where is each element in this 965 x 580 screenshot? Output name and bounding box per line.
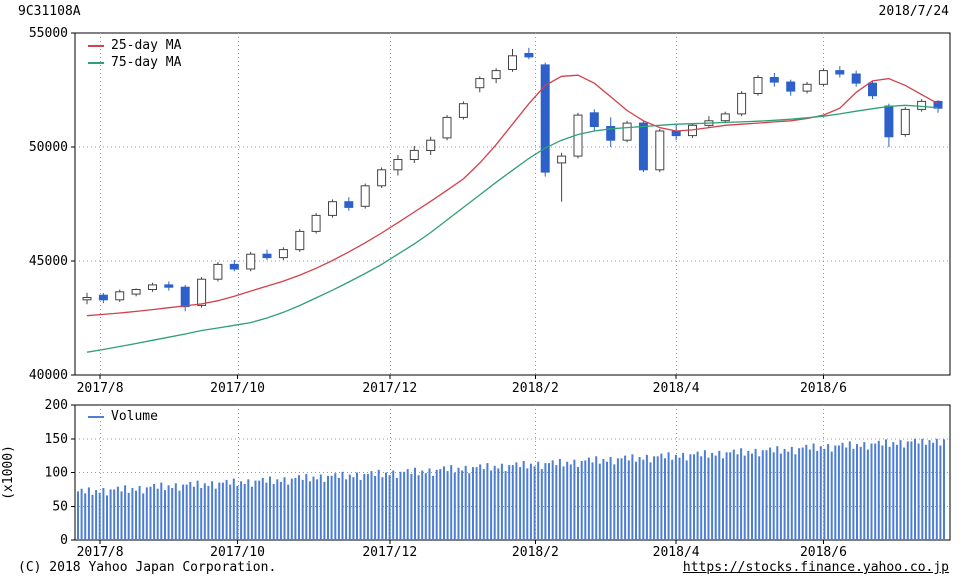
ma25-line-swatch (88, 44, 104, 47)
source-url-link[interactable]: https://stocks.finance.yahoo.co.jp (682, 560, 949, 575)
copyright-text: (C) 2018 Yahoo Japan Corporation. (18, 560, 277, 575)
ma75-legend-label: 75-day MA (111, 55, 182, 70)
svg-text:2017/8: 2017/8 (77, 381, 124, 396)
svg-text:2017/10: 2017/10 (210, 381, 265, 396)
plot-borders (74, 32, 951, 541)
svg-text:2018/2: 2018/2 (512, 381, 559, 396)
svg-text:2017/12: 2017/12 (362, 381, 417, 396)
svg-text:2017/12: 2017/12 (362, 545, 417, 560)
legend-row-ma25: 25-day MA (88, 37, 181, 54)
svg-text:40000: 40000 (29, 368, 68, 383)
ma75-line (86, 104, 939, 353)
svg-text:200: 200 (45, 398, 68, 413)
svg-text:0: 0 (60, 533, 68, 548)
svg-text:150: 150 (45, 432, 68, 447)
legend-row-ma75: 75-day MA (88, 54, 181, 71)
candles-layer (82, 47, 943, 312)
ma25-legend-label: 25-day MA (111, 38, 182, 53)
ma25-line (86, 74, 939, 317)
ma-lines-layer (86, 74, 939, 353)
svg-text:2018/6: 2018/6 (800, 381, 847, 396)
svg-text:2017/10: 2017/10 (210, 545, 265, 560)
price-chart-legend: 25-day MA 75-day MA (88, 37, 181, 71)
svg-text:100: 100 (45, 466, 68, 481)
volume-bars-layer (77, 438, 945, 541)
svg-text:2018/2: 2018/2 (512, 545, 559, 560)
volume-unit-label: (x1000) (1, 445, 16, 500)
volume-legend-label: Volume (111, 409, 158, 424)
stock-code: 9C31108A (18, 4, 81, 19)
chart-date: 2018/7/24 (878, 4, 949, 19)
svg-text:2018/4: 2018/4 (653, 381, 700, 396)
svg-text:45000: 45000 (29, 254, 68, 269)
volume-chart-legend: Volume (88, 408, 158, 425)
svg-text:50000: 50000 (29, 140, 68, 155)
svg-text:50: 50 (52, 499, 68, 514)
ma75-line-swatch (88, 61, 104, 64)
svg-text:55000: 55000 (29, 26, 68, 41)
volume-swatch (88, 415, 104, 418)
svg-text:2018/4: 2018/4 (653, 545, 700, 560)
svg-text:2018/6: 2018/6 (800, 545, 847, 560)
svg-text:2017/8: 2017/8 (77, 545, 124, 560)
axis-labels-layer: 55000 50000 45000 40000 200 150 100 50 0 2017/8 20… (1, 26, 847, 560)
legend-row-volume: Volume (88, 408, 158, 425)
